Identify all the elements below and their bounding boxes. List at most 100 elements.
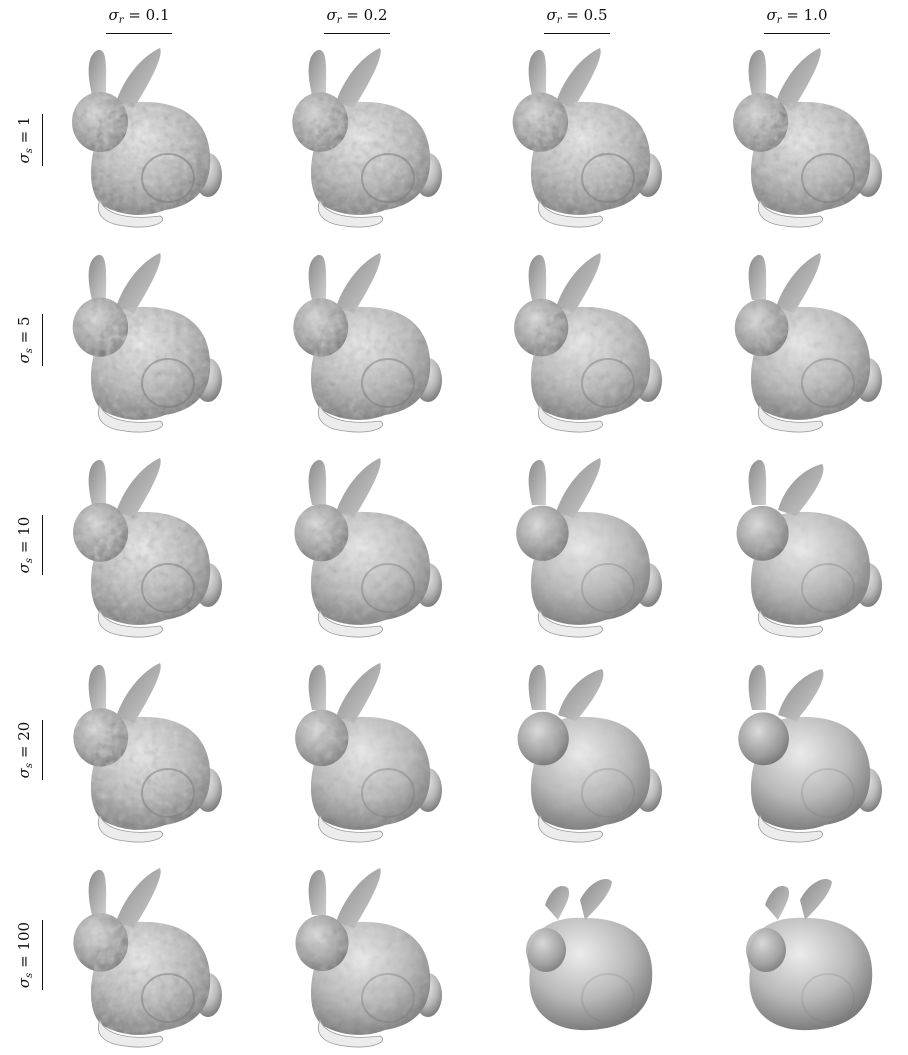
bunny-mesh-image — [293, 253, 442, 433]
bunny-ear — [88, 49, 107, 95]
bunny-feet — [758, 403, 823, 433]
bunny-render-row3-col4 — [710, 450, 890, 645]
surface-detail — [517, 711, 569, 766]
bunny-feet — [538, 198, 603, 228]
bunny-ear — [336, 663, 381, 723]
bunny-haunch — [801, 563, 855, 613]
surface-detail — [293, 298, 349, 357]
bunny-render-row2-col2 — [270, 245, 450, 440]
surface-detail — [512, 92, 569, 152]
bunny-haunch — [801, 153, 855, 203]
bunny-ear — [765, 885, 790, 920]
bunny-haunch — [581, 153, 635, 203]
surface-detail — [738, 712, 789, 766]
bunny-render-row1-col1 — [50, 40, 230, 235]
bunny-ear — [88, 459, 107, 505]
bunny-ear — [88, 254, 107, 300]
bunny-ear — [88, 869, 107, 915]
bunny-feet — [98, 198, 163, 228]
bunny-feet — [318, 1018, 383, 1048]
bunny-ear — [88, 664, 107, 710]
bunny-haunch — [361, 973, 415, 1023]
bunny-haunch — [141, 153, 195, 203]
bunny-ear — [116, 48, 161, 108]
bunny-ear — [116, 253, 161, 313]
bunny-feet — [98, 403, 163, 433]
bunny-mesh-image — [72, 253, 222, 433]
bunny-mesh-image — [73, 458, 222, 638]
bunny-mesh-image — [738, 664, 882, 843]
row-header-sigma-s-10: σs = 10 — [13, 465, 43, 625]
row-header-sigma-s-20: σs = 20 — [13, 670, 43, 830]
bunny-mesh-image — [292, 48, 442, 228]
bunny-haunch — [801, 973, 855, 1023]
row-header-sigma-s-100: σs = 100 — [13, 875, 43, 1035]
bunny-render-row1-col4 — [710, 40, 890, 235]
surface-detail — [292, 92, 349, 152]
bunny-mesh-image — [514, 253, 662, 433]
bunny-render-row5-col4 — [710, 860, 890, 1055]
surface-detail — [736, 505, 789, 561]
bunny-feet — [318, 198, 383, 228]
bunny-ear — [308, 869, 327, 915]
bunny-mesh-image — [746, 879, 873, 1031]
bunny-ear — [776, 48, 821, 108]
bunny-haunch — [141, 973, 195, 1023]
bunny-mesh-image — [295, 663, 442, 843]
bunny-ear — [528, 49, 547, 95]
bunny-head — [746, 928, 786, 972]
bunny-feet — [538, 403, 603, 433]
bunny-mesh-image — [73, 868, 222, 1048]
surface-detail — [72, 297, 129, 357]
bunny-ear — [528, 459, 547, 505]
bunny-feet — [98, 1018, 163, 1048]
bunny-feet — [98, 608, 163, 638]
bunny-ear — [556, 458, 601, 518]
bunny-ear — [116, 663, 161, 723]
bunny-mesh-image — [526, 879, 653, 1031]
surface-detail — [295, 709, 349, 767]
bunny-haunch — [581, 768, 635, 818]
bunny-ear — [748, 664, 767, 710]
bunny-ear — [116, 458, 161, 518]
bunny-ear — [116, 868, 161, 928]
bunny-mesh-image — [733, 48, 882, 228]
bunny-ear — [336, 458, 381, 518]
bunny-haunch — [581, 358, 635, 408]
bunny-mesh-image — [512, 48, 662, 228]
bunny-render-row2-col4 — [710, 245, 890, 440]
bunny-ear — [336, 48, 381, 108]
surface-detail — [72, 92, 128, 152]
bunny-ear — [308, 254, 327, 300]
bunny-ear — [748, 254, 767, 300]
bunny-ear — [776, 253, 821, 313]
bunny-ear — [528, 664, 547, 710]
bunny-render-row4-col1 — [50, 655, 230, 850]
surface-detail — [516, 505, 569, 561]
bunny-ear — [545, 885, 570, 920]
bunny-haunch — [141, 563, 195, 613]
bunny-feet — [758, 198, 823, 228]
row-header-sigma-s-1: σs = 1 — [13, 60, 43, 220]
surface-detail — [734, 299, 789, 357]
bunny-ear — [308, 459, 327, 505]
bunny-render-row5-col2 — [270, 860, 450, 1055]
surface-detail — [514, 298, 569, 357]
bunny-render-row4-col4 — [710, 655, 890, 850]
surface-detail — [73, 708, 129, 767]
bunny-ear — [748, 459, 767, 505]
bunny-render-row3-col1 — [50, 450, 230, 645]
bunny-haunch — [801, 358, 855, 408]
bunny-ear — [528, 254, 547, 300]
bunny-render-row2-col3 — [490, 245, 670, 440]
bunny-ear — [556, 253, 601, 313]
bunny-ear — [580, 879, 612, 920]
bunny-ear — [800, 879, 832, 920]
bunny-render-row4-col3 — [490, 655, 670, 850]
bunny-feet — [318, 813, 383, 843]
column-header-sigma-r-0.1: σr = 0.1 — [69, 4, 209, 34]
bunny-render-row3-col3 — [490, 450, 670, 645]
bunny-render-row3-col2 — [270, 450, 450, 645]
bunny-mesh-image — [73, 663, 222, 843]
bunny-haunch — [361, 153, 415, 203]
